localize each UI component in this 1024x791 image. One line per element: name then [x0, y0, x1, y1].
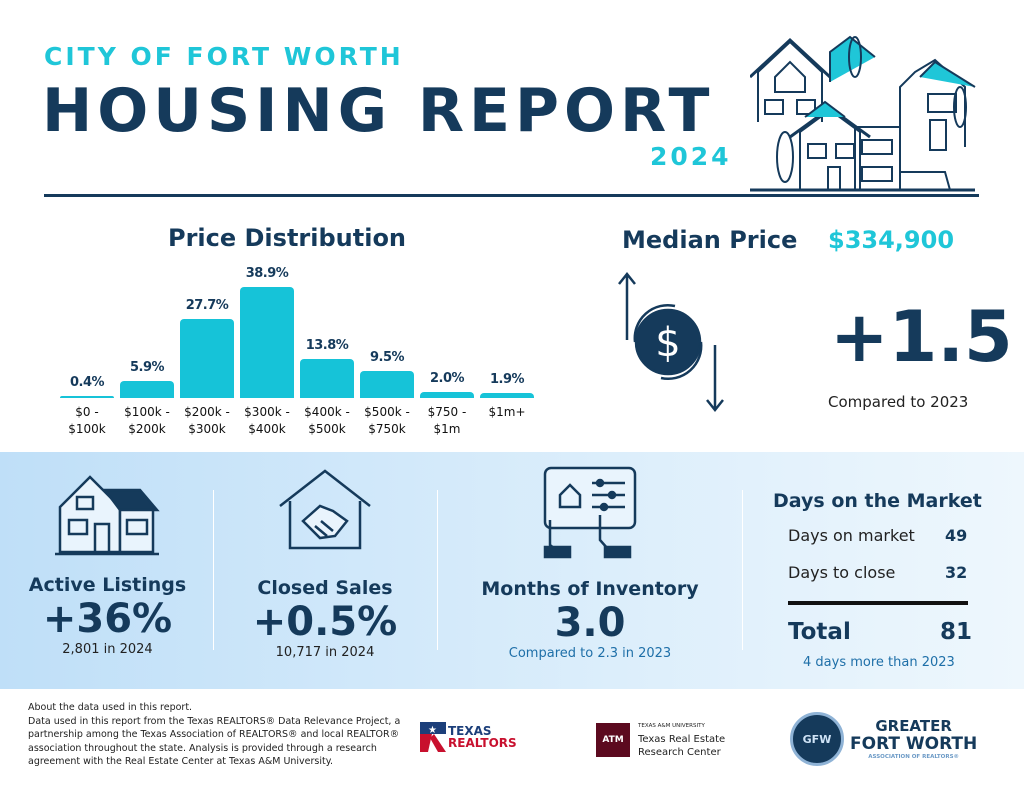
bar-value-label: 9.5%: [369, 349, 405, 365]
category-label-line: $100k: [68, 422, 106, 436]
category-label-line: $400k -: [304, 405, 350, 419]
bar: [180, 319, 234, 398]
bar: [480, 392, 534, 398]
median-price-value: $334,900: [828, 226, 955, 254]
bar: [120, 381, 174, 398]
report-title: HOUSING REPORT: [42, 76, 715, 146]
bar: [420, 392, 474, 398]
stat-note: Compared to 2.3 in 2023: [508, 646, 672, 661]
bar: [360, 370, 414, 398]
bar-value-label: 13.8%: [305, 337, 349, 353]
category-label-line: $750 -: [427, 405, 467, 419]
gfw-mark-icon: GFW: [790, 712, 844, 766]
tablet-touch-icon: [543, 466, 637, 559]
category-label-line: $1m: [433, 422, 461, 436]
dom-total-value: 81: [940, 619, 973, 645]
houses-illustration-icon: [750, 35, 976, 192]
closed-sales-stat: Closed Sales +0.5% 10,717 in 2024: [215, 577, 435, 660]
bar-value-label: 5.9%: [129, 360, 165, 376]
dom-total-label: Total: [788, 619, 851, 645]
gfw-logo: GFW GREATER FORT WORTH ASSOCIATION OF REAL…: [790, 712, 977, 766]
report-subtitle: CITY OF FORT WORTH: [44, 42, 404, 71]
logo-text: ASSOCIATION OF REALTORS®: [868, 754, 960, 760]
header-divider: [44, 194, 979, 197]
footer-note: About the data used in this report. Data…: [28, 701, 408, 769]
category-label-line: $300k: [188, 422, 226, 436]
dom-row-value: 49: [945, 526, 968, 545]
dom-row-label: Days to close: [788, 563, 896, 582]
median-price-label: Median Price: [622, 226, 798, 254]
median-price-change: +1.5: [830, 296, 1013, 378]
logo-text: TEXAS A&M UNIVERSITY: [638, 723, 705, 729]
category-label-line: $100k -: [124, 405, 170, 419]
bar: [300, 358, 354, 398]
bar-value-label: 1.9%: [489, 371, 525, 387]
category-label: $200k - $300k: [175, 404, 239, 438]
bar-value-label: 27.7%: [185, 298, 229, 314]
category-label-line: $200k: [128, 422, 166, 436]
logo-text: Texas Real Estate: [638, 734, 726, 745]
dom-row-value: 32: [945, 563, 968, 582]
category-label-line: $400k: [248, 422, 286, 436]
footer-line: About the data used in this report.: [28, 702, 193, 713]
texas-realtors-logo: ★ TEXAS REALTORS: [420, 722, 517, 752]
stat-label: Active Listings: [28, 574, 187, 596]
bar: [60, 396, 114, 398]
logo-text: Research Center: [638, 747, 721, 758]
logo-text: REALTORS: [448, 736, 517, 750]
svg-text:★: ★: [428, 725, 437, 736]
dom-note: 4 days more than 2023: [803, 655, 955, 670]
svg-text:$: $: [655, 320, 680, 366]
divider: [213, 490, 214, 650]
median-price-note: Compared to 2023: [828, 393, 969, 411]
bar-value-label: 38.9%: [245, 266, 289, 282]
dollar-exchange-icon: $: [618, 271, 724, 413]
months-inventory-stat: Months of Inventory 3.0 Compared to 2.3 …: [440, 578, 740, 661]
category-label-line: $1m+: [488, 405, 526, 419]
category-label-line: $500k: [308, 422, 346, 436]
stat-label: Months of Inventory: [481, 578, 699, 600]
stat-label: Closed Sales: [257, 577, 393, 599]
bar-value-label: 2.0%: [429, 371, 465, 387]
divider: [742, 490, 743, 650]
dom-row-label: Days on market: [788, 526, 915, 545]
logo-text: FORT WORTH: [850, 734, 978, 754]
category-label-line: $0 -: [75, 405, 99, 419]
active-listings-stat: Active Listings +36% 2,801 in 2024: [10, 574, 205, 657]
price-distribution-title: Price Distribution: [168, 224, 407, 252]
category-label: $500k - $750k: [355, 404, 419, 438]
stat-note: 10,717 in 2024: [275, 645, 375, 660]
divider: [437, 490, 438, 650]
category-label: $300k - $400k: [235, 404, 299, 438]
dom-total-divider: [788, 601, 968, 605]
category-label: $400k - $500k: [295, 404, 359, 438]
stat-value: 3.0: [554, 600, 626, 646]
tamu-mark-icon: ATM: [596, 722, 630, 757]
logo-text: TEXAS: [448, 724, 492, 738]
stat-value: +36%: [42, 596, 173, 642]
category-label-line: $200k -: [184, 405, 230, 419]
texas-realtors-mark-icon: ★: [420, 722, 446, 752]
dom-title: Days on the Market: [773, 490, 982, 512]
bar-value-label: 0.4%: [69, 375, 105, 390]
bar: [240, 287, 294, 398]
category-label: $100k - $200k: [115, 404, 179, 438]
tamu-logo: ATM TEXAS A&M UNIVERSITY Texas Real Estat…: [596, 720, 725, 759]
category-label: $1m+: [475, 404, 539, 421]
category-label-line: $500k -: [364, 405, 410, 419]
category-label-line: $300k -: [244, 405, 290, 419]
stats-band: [0, 452, 1024, 689]
category-label-line: $750k: [368, 422, 406, 436]
report-year: 2024: [650, 142, 732, 171]
house-icon: [55, 475, 160, 556]
category-label: $0 - $100k: [55, 404, 119, 438]
handshake-house-icon: [279, 469, 371, 550]
logo-text: GREATER: [875, 717, 952, 735]
category-label: $750 - $1m: [415, 404, 479, 438]
stat-value: +0.5%: [252, 599, 398, 645]
footer-line: Data used in this report from the Texas …: [28, 715, 401, 768]
stat-note: 2,801 in 2024: [62, 642, 153, 657]
